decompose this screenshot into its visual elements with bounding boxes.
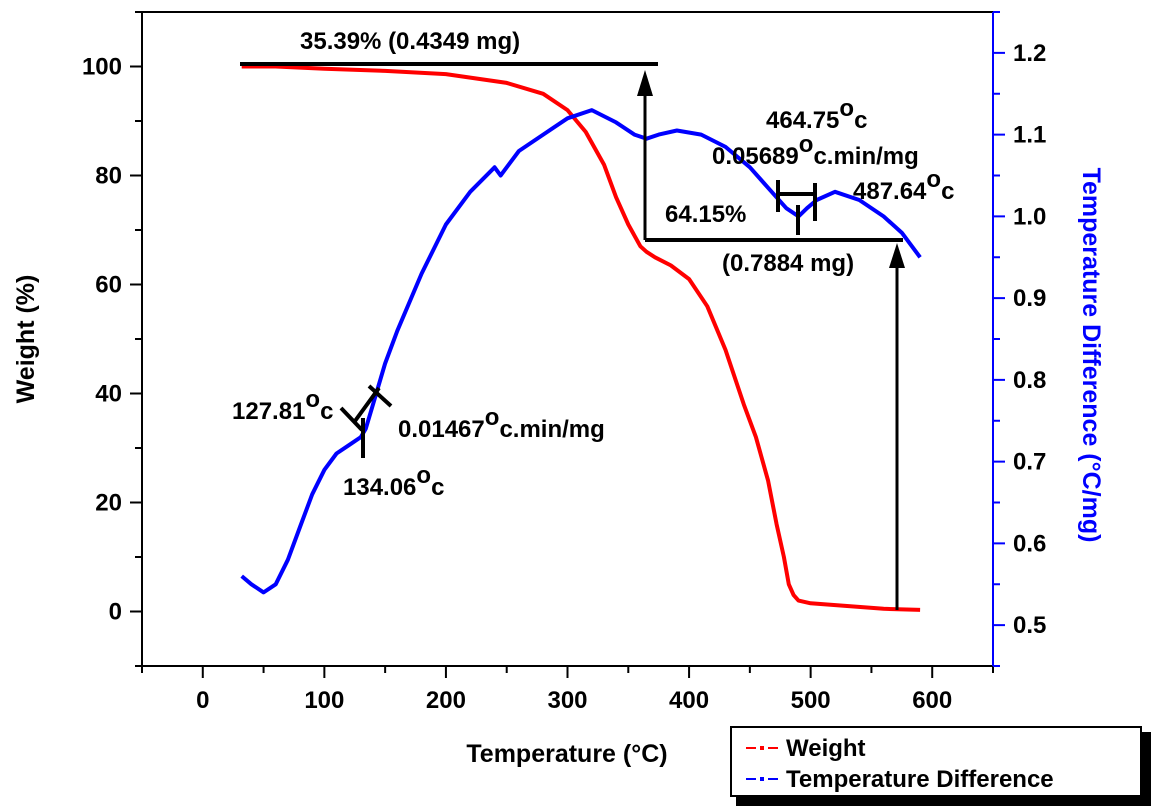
- peak-2-end-label: 487.64oc: [853, 166, 954, 205]
- legend-label-weight: Weight: [786, 735, 866, 762]
- right-y-tick-label: 1.0: [1013, 203, 1046, 230]
- legend-item-temperature-difference: Temperature Difference: [746, 766, 1054, 793]
- left-y-tick-label: 40: [95, 381, 122, 408]
- legend-label-temperature-difference: Temperature Difference: [786, 766, 1054, 793]
- right-y-tick-label: 0.7: [1013, 449, 1046, 476]
- peak-2-markers: [776, 180, 817, 235]
- right-y-tick-label: 1.1: [1013, 122, 1046, 149]
- peak-2-height-label: 0.05689oc.min/mg: [712, 131, 919, 170]
- x-axis-ticks: 0 100 200 300 400 500 600: [141, 666, 994, 714]
- peak-2-min-label: 464.75oc: [766, 95, 867, 134]
- left-y-tick-label: 0: [109, 599, 122, 626]
- mass-loss-2-label: 64.15%: [665, 201, 746, 228]
- left-y-tick-label: 100: [82, 54, 122, 81]
- left-y-axis-ticks: 0 20 40 60 80 100: [82, 11, 142, 667]
- peak-1-height-label: 0.01467oc.min/mg: [398, 404, 605, 443]
- x-tick-label: 600: [912, 687, 952, 714]
- x-axis-title: Temperature (°C): [466, 740, 667, 768]
- right-y-tick-label: 0.8: [1013, 367, 1046, 394]
- mass-loss-1-label: 35.39% (0.4349 mg): [300, 28, 520, 55]
- right-y-axis-title: Temperature Difference (°C/mg): [1077, 168, 1105, 543]
- mass-loss-1-marker: [240, 62, 658, 240]
- right-y-tick-label: 1.2: [1013, 40, 1046, 67]
- right-y-tick-label: 0.9: [1013, 285, 1046, 312]
- legend: Weight Temperature Difference: [730, 726, 1151, 806]
- right-y-tick-label: 0.5: [1013, 612, 1046, 639]
- right-y-axis-ticks: 0.5 0.6 0.7 0.8 0.9 1.0 1.1 1.2: [993, 11, 1046, 667]
- peak-1-min-label: 134.06oc: [343, 462, 444, 501]
- x-tick-label: 100: [304, 687, 344, 714]
- left-y-tick-label: 60: [95, 272, 122, 299]
- series-weight-line: [241, 64, 921, 612]
- right-y-tick-label: 0.6: [1013, 530, 1046, 557]
- peak-1-onset-label: 127.81oc: [232, 386, 333, 425]
- x-tick-label: 400: [669, 687, 709, 714]
- mass-loss-2-marker: [645, 238, 905, 610]
- x-tick-label: 0: [196, 687, 209, 714]
- mass-loss-2-mg-label: (0.7884 mg): [722, 250, 854, 277]
- x-tick-label: 300: [547, 687, 587, 714]
- series-temperature-difference-line: [240, 108, 922, 595]
- x-tick-label: 200: [426, 687, 466, 714]
- peak-1-markers: [339, 384, 393, 458]
- left-y-tick-label: 20: [95, 490, 122, 517]
- left-y-axis-title: Weight (%): [12, 275, 40, 404]
- legend-item-weight: Weight: [746, 735, 866, 762]
- left-y-tick-label: 80: [95, 163, 122, 190]
- x-tick-label: 500: [791, 687, 831, 714]
